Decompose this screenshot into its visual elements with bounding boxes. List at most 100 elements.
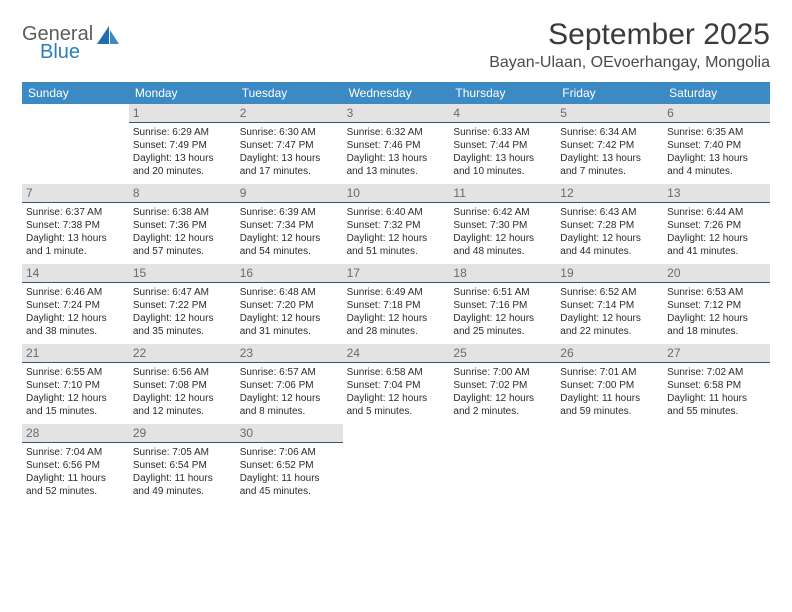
- day-cell: 30Sunrise: 7:06 AMSunset: 6:52 PMDayligh…: [236, 424, 343, 504]
- sunrise-line: Sunrise: 6:33 AM: [453, 126, 552, 139]
- daylight-line: Daylight: 12 hours and 12 minutes.: [133, 392, 232, 418]
- daylight-line: Daylight: 12 hours and 44 minutes.: [560, 232, 659, 258]
- day-number: 11: [449, 184, 556, 203]
- day-cell: 17Sunrise: 6:49 AMSunset: 7:18 PMDayligh…: [343, 264, 450, 344]
- sunrise-line: Sunrise: 6:37 AM: [26, 206, 125, 219]
- empty-cell: [343, 424, 450, 504]
- week-row: 7Sunrise: 6:37 AMSunset: 7:38 PMDaylight…: [22, 184, 770, 264]
- header: General Blue September 2025 Bayan-Ulaan,…: [22, 18, 770, 72]
- sunset-line: Sunset: 7:36 PM: [133, 219, 232, 232]
- daylight-line: Daylight: 13 hours and 7 minutes.: [560, 152, 659, 178]
- day-cell: 8Sunrise: 6:38 AMSunset: 7:36 PMDaylight…: [129, 184, 236, 264]
- day-number: 20: [663, 264, 770, 283]
- sunset-line: Sunset: 7:40 PM: [667, 139, 766, 152]
- day-number: 27: [663, 344, 770, 363]
- day-header: Saturday: [663, 82, 770, 104]
- daylight-line: Daylight: 12 hours and 54 minutes.: [240, 232, 339, 258]
- sunset-line: Sunset: 7:38 PM: [26, 219, 125, 232]
- empty-cell: [556, 424, 663, 504]
- title-block: September 2025 Bayan-Ulaan, OEvoerhangay…: [489, 18, 770, 72]
- sunset-line: Sunset: 7:32 PM: [347, 219, 446, 232]
- sail-icon: [95, 24, 121, 51]
- sunset-line: Sunset: 7:42 PM: [560, 139, 659, 152]
- sunrise-line: Sunrise: 6:30 AM: [240, 126, 339, 139]
- daylight-line: Daylight: 13 hours and 13 minutes.: [347, 152, 446, 178]
- day-number: 6: [663, 104, 770, 123]
- day-cell: 19Sunrise: 6:52 AMSunset: 7:14 PMDayligh…: [556, 264, 663, 344]
- empty-cell: [22, 104, 129, 184]
- day-header: Wednesday: [343, 82, 450, 104]
- sunrise-line: Sunrise: 7:00 AM: [453, 366, 552, 379]
- day-number: 17: [343, 264, 450, 283]
- day-number: 16: [236, 264, 343, 283]
- day-cell: 23Sunrise: 6:57 AMSunset: 7:06 PMDayligh…: [236, 344, 343, 424]
- sunset-line: Sunset: 7:34 PM: [240, 219, 339, 232]
- day-number: 24: [343, 344, 450, 363]
- daylight-line: Daylight: 13 hours and 1 minute.: [26, 232, 125, 258]
- sunrise-line: Sunrise: 6:35 AM: [667, 126, 766, 139]
- sunset-line: Sunset: 6:58 PM: [667, 379, 766, 392]
- daylight-line: Daylight: 12 hours and 25 minutes.: [453, 312, 552, 338]
- sunset-line: Sunset: 6:52 PM: [240, 459, 339, 472]
- sunset-line: Sunset: 7:12 PM: [667, 299, 766, 312]
- day-number: 26: [556, 344, 663, 363]
- day-cell: 5Sunrise: 6:34 AMSunset: 7:42 PMDaylight…: [556, 104, 663, 184]
- daylight-line: Daylight: 13 hours and 10 minutes.: [453, 152, 552, 178]
- logo-text: General Blue: [22, 24, 93, 62]
- page-title: September 2025: [489, 18, 770, 52]
- sunrise-line: Sunrise: 6:51 AM: [453, 286, 552, 299]
- sunset-line: Sunset: 7:46 PM: [347, 139, 446, 152]
- sunrise-line: Sunrise: 6:32 AM: [347, 126, 446, 139]
- day-number: 4: [449, 104, 556, 123]
- day-cell: 12Sunrise: 6:43 AMSunset: 7:28 PMDayligh…: [556, 184, 663, 264]
- day-cell: 27Sunrise: 7:02 AMSunset: 6:58 PMDayligh…: [663, 344, 770, 424]
- sunset-line: Sunset: 6:54 PM: [133, 459, 232, 472]
- day-cell: 2Sunrise: 6:30 AMSunset: 7:47 PMDaylight…: [236, 104, 343, 184]
- day-cell: 14Sunrise: 6:46 AMSunset: 7:24 PMDayligh…: [22, 264, 129, 344]
- day-cell: 21Sunrise: 6:55 AMSunset: 7:10 PMDayligh…: [22, 344, 129, 424]
- daylight-line: Daylight: 12 hours and 48 minutes.: [453, 232, 552, 258]
- daylight-line: Daylight: 13 hours and 17 minutes.: [240, 152, 339, 178]
- sunset-line: Sunset: 7:10 PM: [26, 379, 125, 392]
- day-number: 9: [236, 184, 343, 203]
- week-row: 28Sunrise: 7:04 AMSunset: 6:56 PMDayligh…: [22, 424, 770, 504]
- sunrise-line: Sunrise: 7:05 AM: [133, 446, 232, 459]
- sunrise-line: Sunrise: 6:53 AM: [667, 286, 766, 299]
- sunset-line: Sunset: 7:26 PM: [667, 219, 766, 232]
- day-number: 19: [556, 264, 663, 283]
- day-cell: 15Sunrise: 6:47 AMSunset: 7:22 PMDayligh…: [129, 264, 236, 344]
- day-cell: 20Sunrise: 6:53 AMSunset: 7:12 PMDayligh…: [663, 264, 770, 344]
- daylight-line: Daylight: 12 hours and 28 minutes.: [347, 312, 446, 338]
- day-number: 13: [663, 184, 770, 203]
- daylight-line: Daylight: 12 hours and 8 minutes.: [240, 392, 339, 418]
- day-number: 29: [129, 424, 236, 443]
- day-header-row: SundayMondayTuesdayWednesdayThursdayFrid…: [22, 82, 770, 104]
- day-header: Monday: [129, 82, 236, 104]
- week-row: 14Sunrise: 6:46 AMSunset: 7:24 PMDayligh…: [22, 264, 770, 344]
- day-header: Sunday: [22, 82, 129, 104]
- week-row: 1Sunrise: 6:29 AMSunset: 7:49 PMDaylight…: [22, 104, 770, 184]
- empty-cell: [663, 424, 770, 504]
- sunrise-line: Sunrise: 7:01 AM: [560, 366, 659, 379]
- day-number: 25: [449, 344, 556, 363]
- sunset-line: Sunset: 7:14 PM: [560, 299, 659, 312]
- sunrise-line: Sunrise: 6:47 AM: [133, 286, 232, 299]
- sunset-line: Sunset: 7:30 PM: [453, 219, 552, 232]
- empty-cell: [449, 424, 556, 504]
- daylight-line: Daylight: 12 hours and 15 minutes.: [26, 392, 125, 418]
- daylight-line: Daylight: 12 hours and 41 minutes.: [667, 232, 766, 258]
- daylight-line: Daylight: 12 hours and 2 minutes.: [453, 392, 552, 418]
- logo: General Blue: [22, 18, 121, 62]
- daylight-line: Daylight: 11 hours and 55 minutes.: [667, 392, 766, 418]
- sunrise-line: Sunrise: 6:43 AM: [560, 206, 659, 219]
- day-cell: 9 Sunrise: 6:39 AMSunset: 7:34 PMDaylight…: [236, 184, 343, 264]
- weeks-container: 1Sunrise: 6:29 AMSunset: 7:49 PMDaylight…: [22, 104, 770, 504]
- sunrise-line: Sunrise: 6:39 AM: [240, 206, 339, 219]
- sunset-line: Sunset: 7:24 PM: [26, 299, 125, 312]
- daylight-line: Daylight: 11 hours and 52 minutes.: [26, 472, 125, 498]
- daylight-line: Daylight: 12 hours and 31 minutes.: [240, 312, 339, 338]
- sunrise-line: Sunrise: 6:34 AM: [560, 126, 659, 139]
- sunrise-line: Sunrise: 6:49 AM: [347, 286, 446, 299]
- day-cell: 24Sunrise: 6:58 AMSunset: 7:04 PMDayligh…: [343, 344, 450, 424]
- sunrise-line: Sunrise: 6:52 AM: [560, 286, 659, 299]
